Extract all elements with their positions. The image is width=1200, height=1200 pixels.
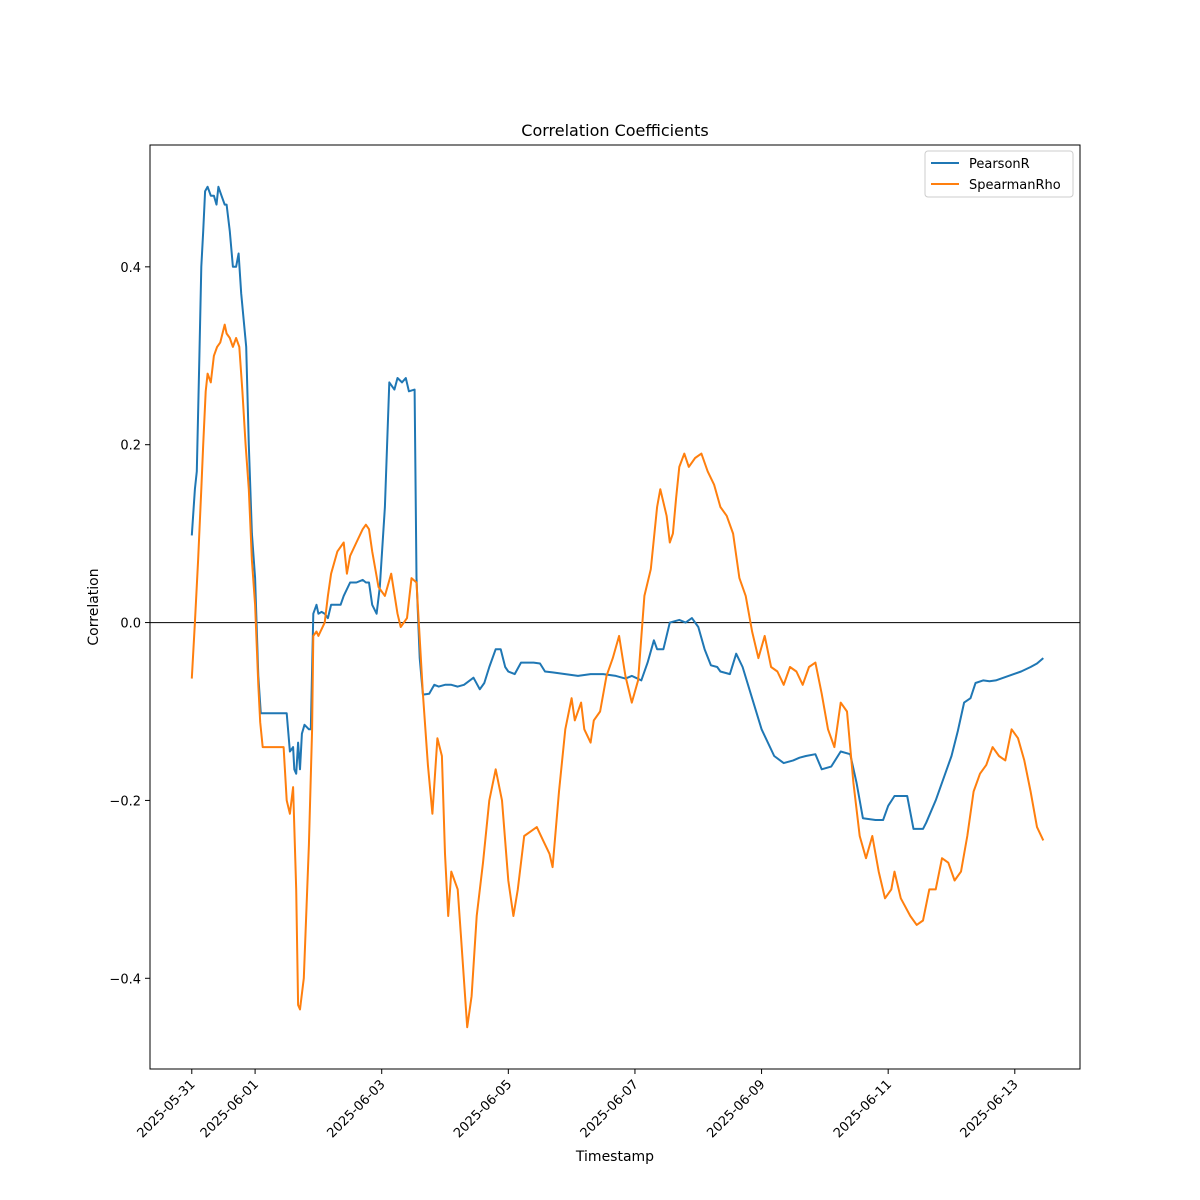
legend: PearsonR SpearmanRho (924, 150, 1074, 198)
y-axis-title: Correlation (86, 568, 102, 645)
series-line-spearmanrho (190, 323, 1045, 1029)
legend-label-pearsonr: PearsonR (969, 157, 1030, 172)
plot-frame (149, 144, 1081, 1070)
y-tick-label: 0.0 (120, 617, 141, 632)
y-tick-label: −0.2 (109, 794, 141, 809)
y-tick-label: −0.4 (109, 972, 141, 987)
plot-area (150, 185, 1080, 1029)
y-tick-label: 0.2 (120, 439, 141, 454)
legend-box (924, 150, 1074, 198)
chart-title: Correlation Coefficients (521, 121, 708, 140)
y-tick-label: 0.4 (120, 261, 141, 276)
x-axis-title: Timestamp (575, 1149, 654, 1165)
y-axis: −0.4 −0.2 0.0 0.2 0.4 (109, 261, 150, 987)
legend-label-spearmanrho: SpearmanRho (969, 178, 1061, 193)
